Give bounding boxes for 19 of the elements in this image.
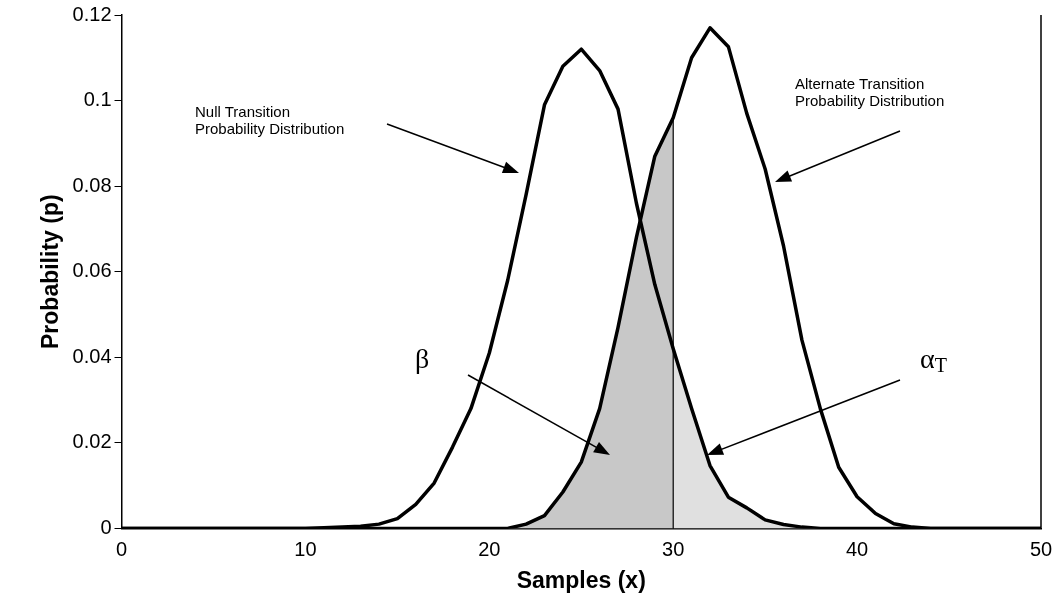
annotation: Alternate Transition Probability Distribution: [795, 75, 945, 109]
x-tick-label: 0: [115, 537, 128, 560]
y-tick-label: 0.1: [83, 88, 112, 111]
x-tick-label: 30: [662, 537, 685, 560]
y-axis-title: Probability (p): [37, 194, 64, 350]
y-tick-label: 0: [100, 515, 112, 538]
y-tick-label: 0.06: [72, 259, 112, 282]
x-tick-label: 40: [845, 537, 869, 560]
annotation: α$_{T}$: [920, 343, 947, 378]
y-tick-label: 0.12: [72, 2, 112, 25]
x-tick-label: 50: [1029, 537, 1053, 560]
x-tick-label: 10: [294, 537, 317, 560]
y-tick-label: 0.08: [72, 173, 112, 196]
annotation: Null Transition Probability Distribution: [195, 103, 345, 137]
y-tick-label: 0.04: [72, 344, 112, 367]
y-tick-label: 0.02: [72, 430, 112, 453]
x-axis-title: Samples (x): [516, 566, 646, 593]
x-tick-label: 20: [478, 537, 501, 560]
annotation: β: [415, 343, 430, 375]
